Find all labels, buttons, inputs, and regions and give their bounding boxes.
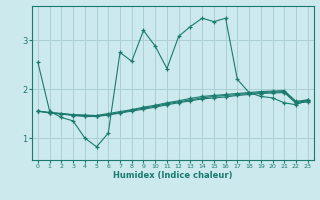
X-axis label: Humidex (Indice chaleur): Humidex (Indice chaleur) (113, 171, 233, 180)
